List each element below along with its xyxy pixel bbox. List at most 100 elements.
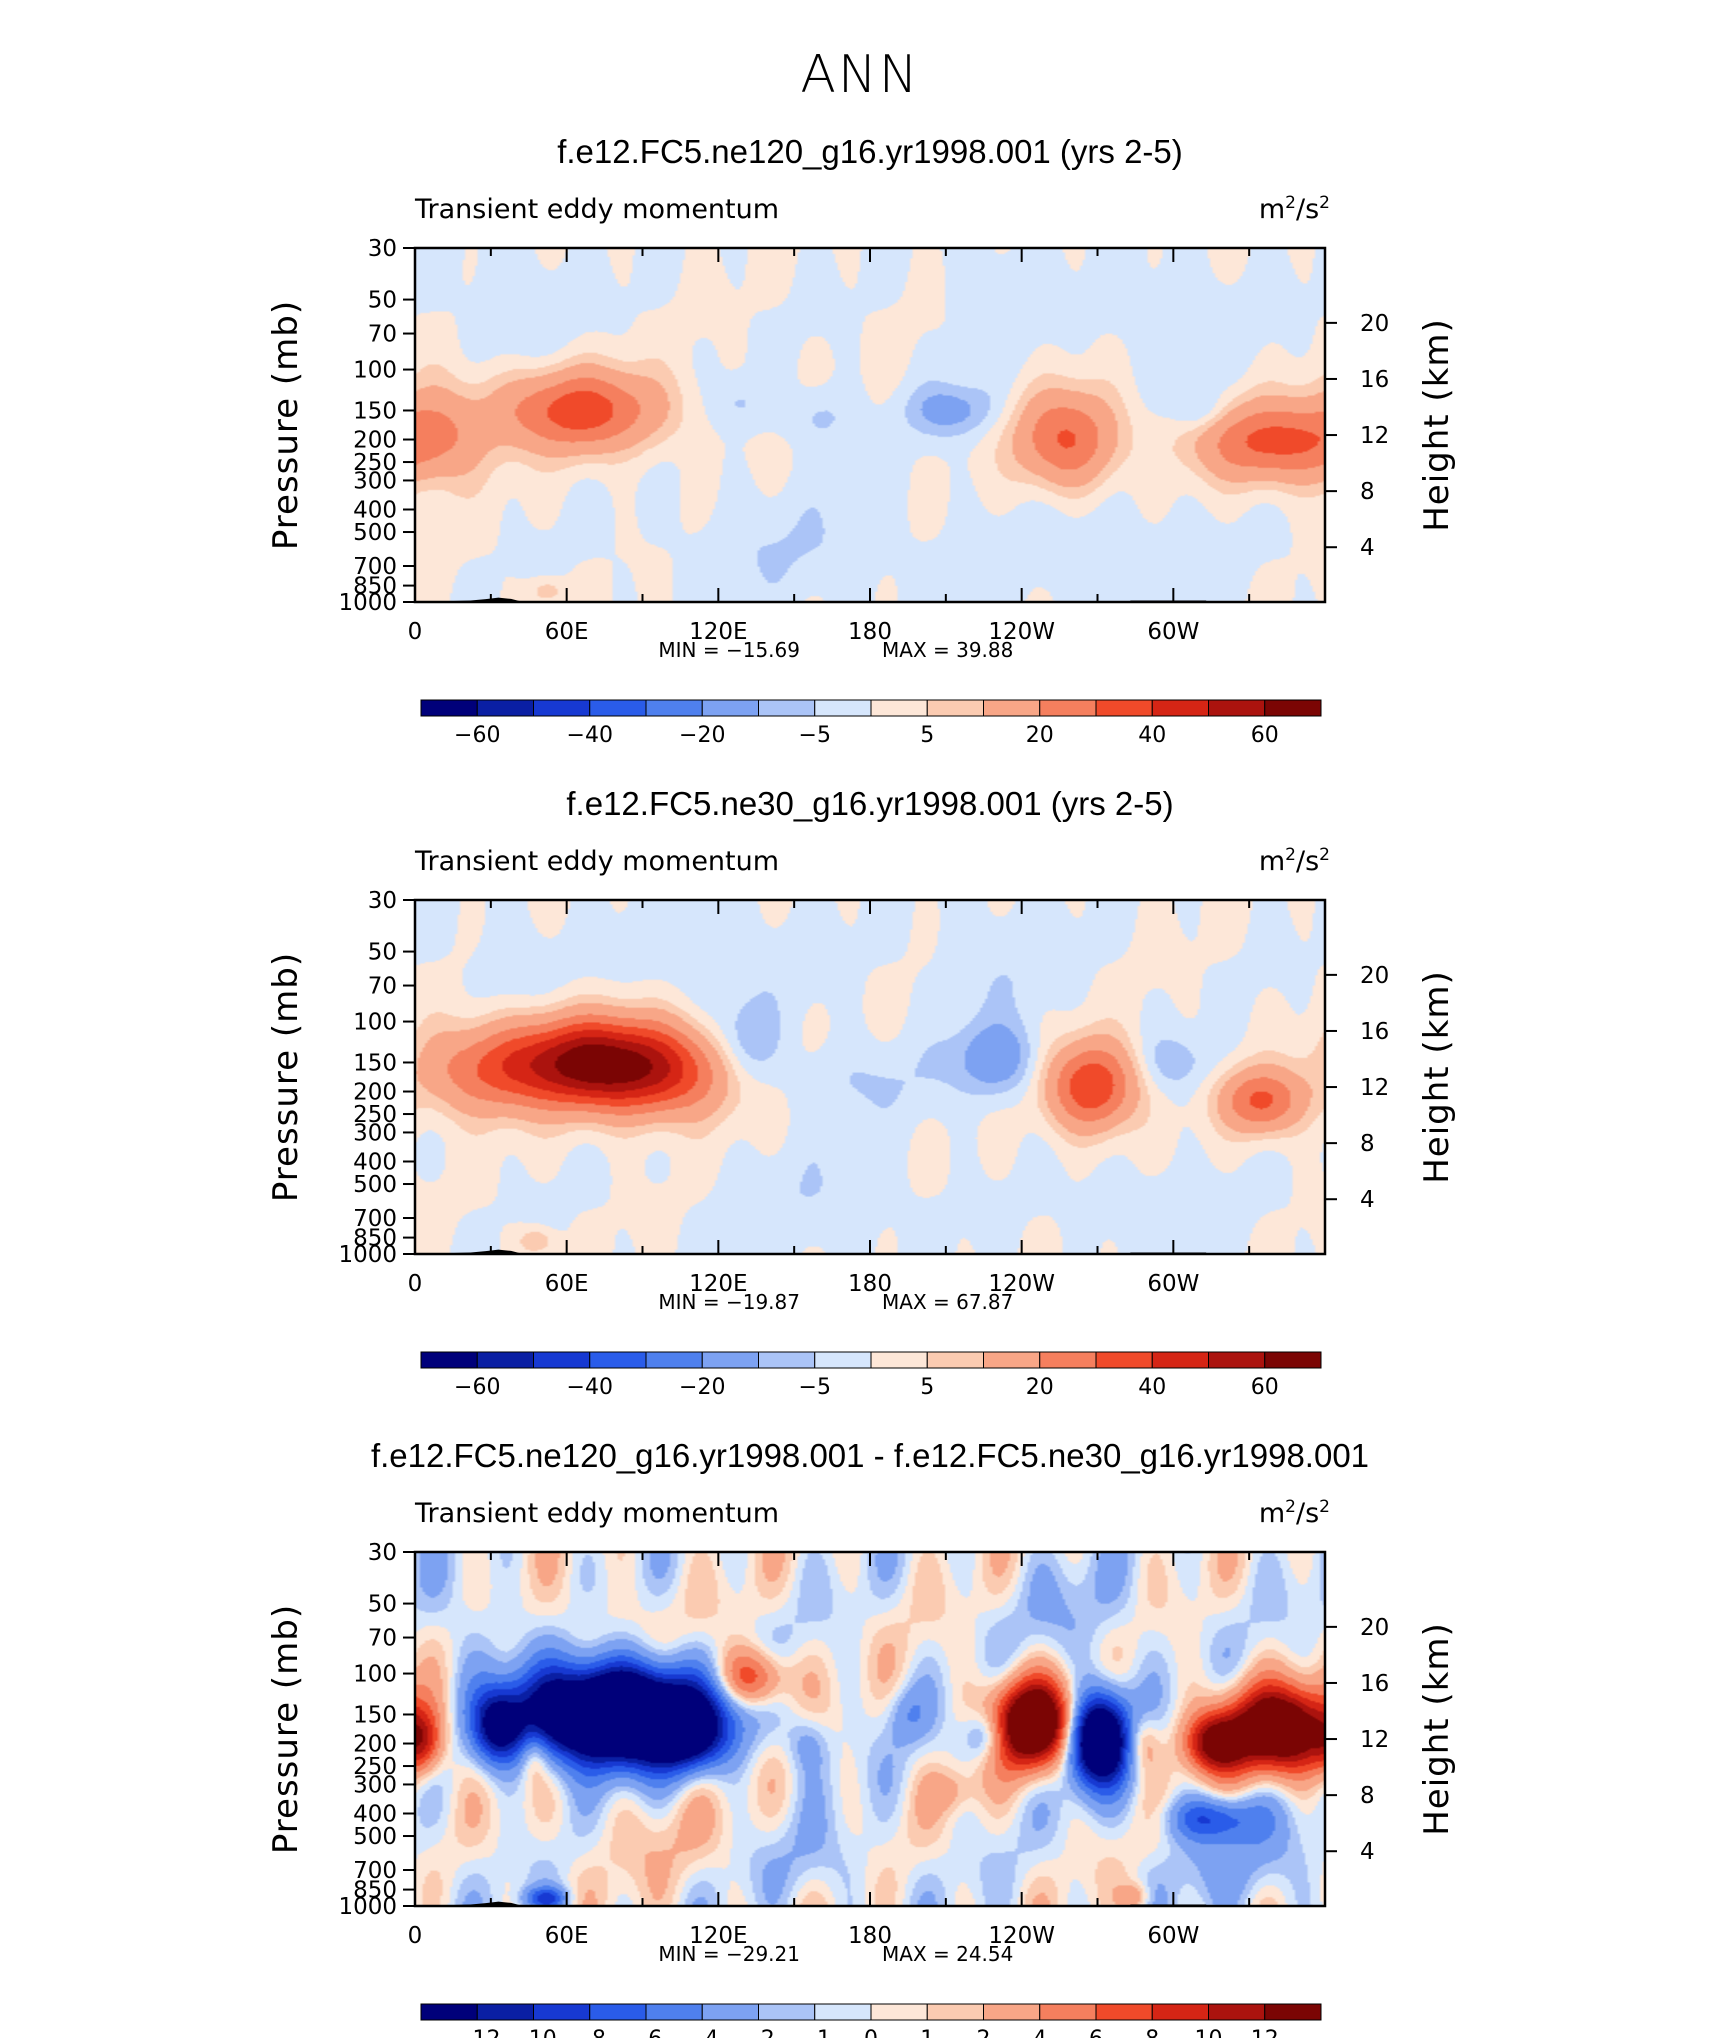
colorbar-label: 4 — [1033, 2027, 1047, 2038]
colorbar-swatch — [1039, 699, 1097, 717]
colorbar-swatch — [533, 699, 591, 717]
y-tick-label: 400 — [353, 1801, 397, 1827]
units-exp: 2 — [1319, 193, 1330, 213]
y-tick-label: 70 — [368, 322, 397, 348]
colorbar-label: −2 — [742, 2027, 774, 2038]
colorbar-swatch — [814, 699, 872, 717]
units-base: m — [1259, 194, 1285, 225]
colorbar-swatch — [1151, 2003, 1209, 2021]
y-tick-label: 70 — [368, 974, 397, 1000]
colorbar-swatch — [758, 2003, 816, 2021]
y-tick-label: 1000 — [338, 1242, 397, 1268]
y-tick-label: 300 — [353, 468, 397, 494]
x-tick-label: 180 — [848, 619, 892, 645]
colorbar-label: −60 — [454, 723, 500, 748]
contour-field — [415, 248, 1325, 602]
x-tick-label: 120E — [689, 1923, 747, 1949]
colorbar-swatch — [870, 699, 928, 717]
y-tick-label: 250 — [353, 450, 397, 476]
colorbar-swatch — [983, 1351, 1041, 1369]
y-tick-label: 500 — [353, 1172, 397, 1198]
y-tick-label: 70 — [368, 1626, 397, 1652]
colorbar-swatch — [589, 2003, 647, 2021]
x-tick-label: 60E — [545, 1923, 589, 1949]
y2-tick-label: 8 — [1360, 1783, 1375, 1809]
y-tick-label: 150 — [353, 1050, 397, 1076]
colorbar-swatch — [533, 1351, 591, 1369]
colorbar-swatch — [420, 2003, 478, 2021]
y-tick-label: 1000 — [338, 1894, 397, 1920]
colorbar-swatch — [589, 1351, 647, 1369]
colorbar-label: 40 — [1138, 723, 1166, 748]
max-label: MAX = 67.87 — [882, 1290, 1013, 1314]
panel-1: f.e12.FC5.ne120_g16.yr1998.001 (yrs 2-5)… — [266, 133, 1457, 748]
min-label: MIN = −15.69 — [658, 638, 800, 662]
colorbar-swatch — [533, 2003, 591, 2021]
units-label: m2/s2 — [1259, 193, 1330, 225]
colorbar-swatch — [1264, 2003, 1322, 2021]
colorbar-swatch — [758, 1351, 816, 1369]
colorbar-label: 40 — [1138, 1375, 1166, 1400]
colorbar-swatch — [1208, 2003, 1266, 2021]
units-label: m2/s2 — [1259, 1497, 1330, 1529]
units-label: m2/s2 — [1259, 845, 1330, 877]
colorbar-swatch — [476, 2003, 534, 2021]
y-tick-label: 250 — [353, 1102, 397, 1128]
y2-tick-label: 4 — [1360, 535, 1375, 561]
units-exp: 2 — [1285, 1497, 1296, 1517]
x-tick-label: 60E — [545, 1271, 589, 1297]
units-base: m — [1259, 846, 1285, 877]
y-tick-label: 50 — [368, 288, 397, 314]
y-tick-label: 30 — [368, 1540, 397, 1566]
colorbar-label: 20 — [1026, 723, 1054, 748]
y2-tick-label: 20 — [1360, 311, 1389, 337]
colorbar-swatch — [983, 699, 1041, 717]
x-tick-label: 0 — [408, 1271, 423, 1297]
colorbar-swatch — [814, 2003, 872, 2021]
colorbar-swatch — [476, 1351, 534, 1369]
colorbar-label: −1 — [799, 2027, 831, 2038]
colorbar-swatch — [701, 699, 759, 717]
colorbar-swatch — [926, 2003, 984, 2021]
y2-tick-label: 12 — [1360, 1075, 1389, 1101]
colorbar-label: −5 — [799, 1375, 831, 1400]
y2-tick-label: 16 — [1360, 1019, 1389, 1045]
y-tick-label: 50 — [368, 940, 397, 966]
y-tick-label: 700 — [353, 554, 397, 580]
y2-tick-label: 16 — [1360, 1671, 1389, 1697]
y2-axis-title: Height (km) — [1417, 970, 1457, 1184]
colorbar-label: −12 — [454, 2027, 500, 2038]
colorbar-swatch — [1095, 2003, 1153, 2021]
colorbar-label: 20 — [1026, 1375, 1054, 1400]
units-exp: 2 — [1319, 845, 1330, 865]
colorbar-swatch — [926, 699, 984, 717]
colorbar-swatch — [645, 2003, 703, 2021]
y-tick-label: 400 — [353, 1149, 397, 1175]
panel-title: f.e12.FC5.ne30_g16.yr1998.001 (yrs 2-5) — [566, 785, 1173, 822]
colorbar-label: −10 — [510, 2027, 556, 2038]
y-tick-label: 700 — [353, 1858, 397, 1884]
colorbar-swatch — [758, 699, 816, 717]
units-exp: 2 — [1319, 1497, 1330, 1517]
colorbar-label: 60 — [1251, 1375, 1279, 1400]
y-tick-label: 500 — [353, 520, 397, 546]
x-tick-label: 0 — [408, 619, 423, 645]
colorbar-label: 60 — [1251, 723, 1279, 748]
colorbar-label: −60 — [454, 1375, 500, 1400]
colorbar-label: 12 — [1251, 2027, 1279, 2038]
colorbar-label: 5 — [920, 1375, 934, 1400]
y2-tick-label: 12 — [1360, 423, 1389, 449]
x-tick-label: 120W — [988, 619, 1055, 645]
y2-tick-label: 8 — [1360, 479, 1375, 505]
y-tick-label: 30 — [368, 236, 397, 262]
left-label: Transient eddy momentum — [414, 194, 779, 225]
colorbar-swatch — [420, 699, 478, 717]
x-tick-label: 120E — [689, 619, 747, 645]
panel-title: f.e12.FC5.ne120_g16.yr1998.001 (yrs 2-5) — [557, 133, 1183, 170]
colorbar-swatch — [983, 2003, 1041, 2021]
colorbar-label: 2 — [977, 2027, 991, 2038]
y2-axis-title: Height (km) — [1417, 1622, 1457, 1836]
figure-title: ANN — [800, 45, 919, 105]
y-tick-label: 300 — [353, 1120, 397, 1146]
colorbar-swatch — [645, 699, 703, 717]
